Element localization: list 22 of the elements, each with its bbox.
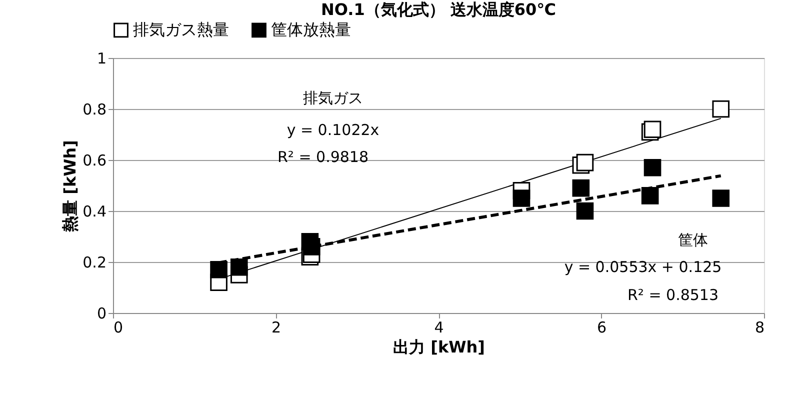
annotation: R² = 0.9818	[277, 148, 369, 166]
chart-title: NO.1（気化式） 送水温度60℃	[320, 0, 556, 19]
annotation: y = 0.1022x	[286, 121, 380, 139]
y-tick-label: 0.4	[82, 202, 106, 220]
y-tick-label: 1	[96, 50, 106, 68]
x-tick-label: 8	[754, 318, 764, 336]
y-tick-label: 0.6	[82, 152, 106, 170]
annotation: y = 0.0553x + 0.125	[564, 258, 722, 276]
legend-label: 筐体放熱量	[271, 20, 351, 40]
x-tick-label: 2	[271, 318, 282, 336]
y-tick-label: 0	[96, 304, 106, 322]
annotation: 筐体	[678, 231, 708, 249]
x-tick-label: 6	[596, 318, 607, 336]
x-tick-label: 4	[434, 318, 444, 336]
legend-label: 排気ガス熱量	[133, 20, 229, 40]
x-axis-title: 出力 [kWh]	[393, 338, 485, 356]
annotation: 排気ガス	[303, 89, 363, 107]
y-tick-label: 0.8	[82, 100, 106, 118]
y-tick-label: 0.2	[82, 254, 106, 272]
annotation: R² = 0.8513	[627, 286, 719, 304]
x-tick-label: 0	[114, 318, 124, 336]
y-axis-title: 熱量 [kWh]	[60, 140, 80, 233]
